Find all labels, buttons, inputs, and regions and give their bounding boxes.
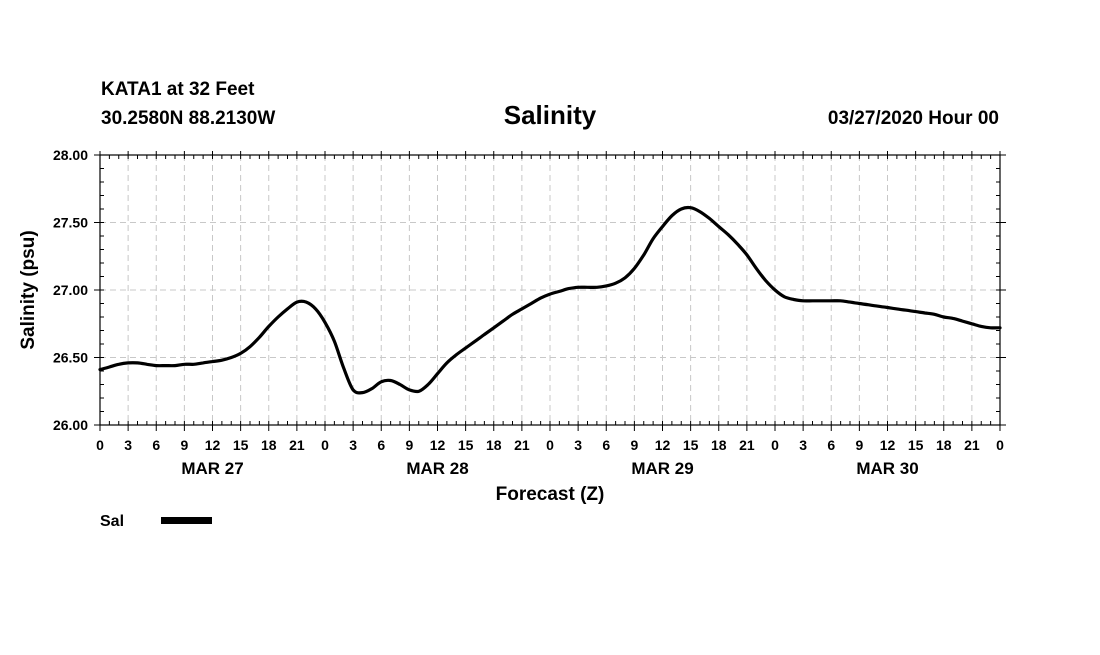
station-label: KATA1 at 32 Feet [101,79,255,100]
chart-title: Salinity [504,100,597,130]
day-label: MAR 29 [631,459,693,478]
x-tick-label: 12 [880,437,896,453]
x-tick-label: 12 [205,437,221,453]
x-tick-label: 15 [458,437,474,453]
axis-ticks [94,151,1006,431]
x-tick-label: 0 [96,437,104,453]
y-tick-label: 26.50 [53,350,88,366]
y-tick-label: 26.00 [53,417,88,433]
legend: Sal [100,513,212,530]
x-tick-label: 6 [377,437,385,453]
x-tick-label: 18 [486,437,502,453]
x-tick-label: 0 [546,437,554,453]
x-tick-label: 3 [124,437,132,453]
x-tick-label: 21 [739,437,755,453]
day-label: MAR 28 [406,459,468,478]
run-time-label: 03/27/2020 Hour 00 [828,108,999,129]
series-line-sal [98,205,1002,395]
x-tick-label: 15 [233,437,249,453]
x-tick-label: 9 [855,437,863,453]
x-tick-label: 21 [289,437,305,453]
x-tick-label: 15 [908,437,924,453]
x-tick-label: 18 [936,437,952,453]
grid-lines [100,155,1000,425]
x-tick-label: 9 [180,437,188,453]
x-tick-label: 3 [799,437,807,453]
x-tick-label: 15 [683,437,699,453]
coords-label: 30.2580N 88.2130W [101,108,275,129]
y-tick-labels: 26.00 26.50 27.00 27.50 28.00 [53,147,88,433]
x-tick-label: 0 [321,437,329,453]
x-tick-label: 21 [964,437,980,453]
y-tick-label: 27.00 [53,282,88,298]
y-axis-label: Salinity (psu) [18,230,39,349]
x-tick-label: 6 [602,437,610,453]
x-tick-labels: 0 3 6 9 12 15 18 21 0 3 6 9 12 15 18 21 0 3 6 9 12 15 18 21 0 3 6 9… [96,437,1004,453]
y-tick-label: 27.50 [53,215,88,231]
legend-label-sal: Sal [100,513,124,530]
day-labels: MAR 27 MAR 28 MAR 29 MAR 30 [181,459,918,478]
x-tick-label: 18 [261,437,277,453]
x-axis-label: Forecast (Z) [496,484,605,505]
x-tick-label: 9 [630,437,638,453]
x-tick-label: 6 [827,437,835,453]
day-label: MAR 30 [856,459,918,478]
x-tick-label: 21 [514,437,530,453]
x-tick-label: 18 [711,437,727,453]
x-tick-label: 3 [349,437,357,453]
x-tick-label: 3 [574,437,582,453]
x-tick-label: 12 [655,437,671,453]
x-tick-label: 0 [771,437,779,453]
x-tick-label: 9 [405,437,413,453]
day-label: MAR 27 [181,459,243,478]
x-tick-label: 12 [430,437,446,453]
x-tick-label: 6 [152,437,160,453]
x-tick-label: 0 [996,437,1004,453]
y-tick-label: 28.00 [53,147,88,163]
legend-swatch-sal [161,517,212,524]
